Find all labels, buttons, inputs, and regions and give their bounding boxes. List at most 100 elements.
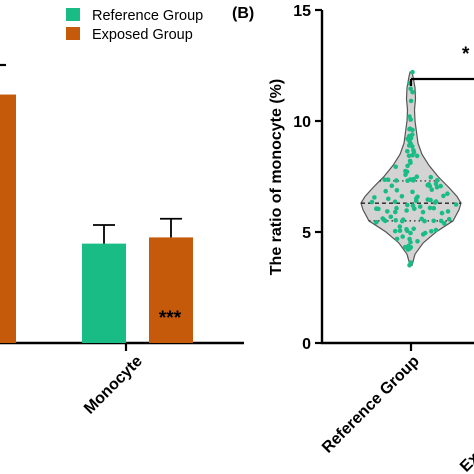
panel-label-b: (B) <box>232 5 254 22</box>
data-point <box>412 206 417 212</box>
data-point <box>426 182 432 187</box>
data-point <box>394 205 399 211</box>
data-point <box>383 188 389 194</box>
data-point <box>392 199 398 204</box>
data-point <box>393 164 399 170</box>
data-point <box>392 228 398 234</box>
data-point <box>417 204 423 209</box>
data-point <box>399 194 405 199</box>
data-point <box>415 239 420 244</box>
data-point <box>414 174 420 179</box>
data-point <box>441 193 446 199</box>
data-point <box>445 209 451 214</box>
data-point <box>372 195 377 200</box>
bar-exposed-monocyte <box>149 237 193 343</box>
data-point <box>403 172 408 177</box>
data-point <box>393 209 398 215</box>
data-point <box>374 219 379 225</box>
data-point <box>434 185 440 190</box>
data-point <box>411 226 417 232</box>
significance-star-b: * <box>462 44 470 65</box>
legend-label-reference: Reference Group <box>92 8 203 24</box>
data-point <box>407 114 412 119</box>
data-point <box>410 189 415 195</box>
data-point <box>429 229 434 234</box>
x-label-monocyte: Monocyte <box>81 353 146 418</box>
y-ticks-b: 0 5 10 15 <box>293 3 322 353</box>
x-label-exposed-group: Exp <box>457 443 474 474</box>
data-point <box>433 227 439 233</box>
data-point <box>382 177 388 182</box>
data-point <box>388 214 394 220</box>
data-point <box>422 218 427 224</box>
data-point <box>431 205 437 211</box>
data-point <box>410 89 415 95</box>
data-point <box>407 263 412 268</box>
data-point <box>405 202 410 208</box>
data-point <box>411 148 416 153</box>
data-point <box>408 86 413 92</box>
data-point <box>434 178 440 183</box>
data-point <box>376 206 381 212</box>
violin-reference-group <box>360 71 462 266</box>
data-point <box>408 177 413 182</box>
data-point <box>439 210 445 216</box>
data-point <box>420 209 426 215</box>
data-point <box>405 148 410 154</box>
data-point <box>406 133 412 139</box>
data-point <box>410 153 415 158</box>
data-point <box>389 183 395 188</box>
y-tick-label-0: 0 <box>302 336 311 353</box>
data-point <box>404 208 409 213</box>
data-point <box>402 244 408 250</box>
data-point <box>428 174 434 180</box>
y-tick-label-10: 10 <box>293 114 311 131</box>
data-point <box>408 240 413 245</box>
data-point <box>385 209 390 214</box>
panel-b: (B) The ratio of monocyte (%) 0 5 10 15 * R… <box>232 3 474 474</box>
y-tick-label-15: 15 <box>293 3 311 20</box>
data-point <box>386 196 391 202</box>
data-point <box>425 197 431 202</box>
y-tick-label-5: 5 <box>302 225 311 242</box>
data-point <box>432 200 438 205</box>
data-point <box>446 216 452 222</box>
data-point <box>438 183 444 189</box>
x-label-reference-group: Reference Group <box>319 353 423 457</box>
data-point <box>394 178 399 183</box>
data-point <box>405 163 410 169</box>
data-point <box>394 236 400 242</box>
data-points-reference <box>369 69 459 268</box>
data-point <box>408 98 414 104</box>
data-point <box>429 187 435 192</box>
data-point <box>414 153 420 159</box>
panel-a: Reference Group Exposed Group *** Monocy… <box>0 8 244 418</box>
data-point <box>397 224 403 229</box>
data-point <box>369 199 375 205</box>
data-point <box>393 218 399 223</box>
data-point <box>399 218 405 224</box>
data-point <box>420 232 426 237</box>
data-point <box>445 191 450 196</box>
significance-stars-monocyte: *** <box>159 308 182 329</box>
bar-exposed-cat0 <box>0 94 16 344</box>
data-point <box>400 234 406 239</box>
data-point <box>408 230 413 236</box>
y-axis-title-b: The ratio of monocyte (%) <box>268 79 285 275</box>
data-point <box>404 227 409 232</box>
legend-swatch-reference <box>66 8 80 21</box>
data-point <box>441 221 447 226</box>
data-point <box>410 127 415 133</box>
data-point <box>397 228 403 233</box>
data-point <box>380 216 386 221</box>
data-point <box>407 138 412 144</box>
data-point <box>394 188 400 193</box>
legend-label-exposed: Exposed Group <box>92 27 193 43</box>
data-point <box>453 202 459 207</box>
data-point <box>427 205 433 211</box>
data-point <box>406 153 412 159</box>
data-point <box>385 177 391 182</box>
legend-swatch-exposed <box>66 27 80 40</box>
error-bar-reference-monocyte <box>93 224 115 244</box>
